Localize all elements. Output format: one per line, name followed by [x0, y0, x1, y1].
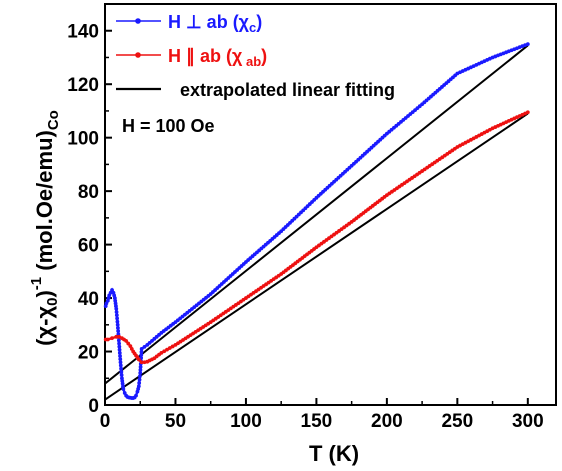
- y-tick-label: 20: [78, 343, 99, 364]
- data-point: [115, 322, 120, 327]
- fit-line-2: [104, 112, 529, 401]
- data-point: [105, 337, 110, 342]
- data-point: [139, 346, 144, 351]
- field-annotation: H = 100 Oe: [122, 116, 215, 136]
- legend-entry-fit: extrapolated linear fitting: [116, 80, 395, 100]
- data-point: [139, 360, 144, 365]
- plot-frame: [104, 3, 557, 406]
- data-point: [119, 366, 123, 371]
- data-point: [162, 349, 167, 354]
- y-tick-label: 60: [78, 236, 99, 257]
- x-tick-label: 0: [100, 411, 111, 432]
- data-point: [138, 368, 143, 372]
- data-point: [119, 369, 124, 374]
- y-tick-label: 80: [78, 182, 99, 203]
- y-tick-label: 140: [67, 22, 99, 43]
- data-point: [525, 42, 530, 46]
- data-point: [110, 336, 114, 341]
- data-point: [138, 371, 143, 375]
- data-point: [121, 387, 126, 391]
- x-tick-label: 50: [165, 411, 186, 432]
- data-series: [103, 42, 530, 400]
- data-point: [124, 338, 129, 343]
- data-point: [114, 306, 119, 311]
- data-point: [117, 344, 122, 349]
- data-point: [126, 341, 131, 346]
- data-point: [114, 313, 119, 318]
- x-tick-label: 100: [230, 411, 262, 432]
- data-point: [116, 338, 121, 343]
- data-point: [137, 377, 142, 382]
- data-point: [525, 110, 530, 115]
- data-point: [118, 363, 123, 368]
- data-point: [137, 381, 142, 385]
- data-point: [116, 329, 121, 333]
- x-axis-title: T (K): [309, 441, 359, 466]
- data-point: [134, 393, 138, 398]
- series-2: [103, 110, 530, 365]
- data-point: [137, 374, 142, 379]
- data-point: [117, 350, 122, 355]
- x-tick-label: 300: [512, 411, 544, 432]
- data-point: [118, 360, 123, 365]
- data-point: [119, 373, 124, 377]
- x-tick-label: 250: [441, 411, 473, 432]
- data-point: [136, 357, 141, 362]
- data-point: [170, 344, 175, 349]
- data-point: [117, 334, 121, 339]
- data-point: [118, 357, 123, 362]
- data-point: [116, 326, 120, 330]
- tick-labels: 0 50 100 150 200 250 300 0 20 40 60 80 100 120 140: [67, 22, 543, 432]
- fit-lines: [104, 44, 529, 401]
- series-1: [103, 42, 530, 400]
- data-point: [142, 344, 147, 349]
- legend: H ⊥ ab (χc) H ∥ ab (χ ab) extrapolated l…: [116, 12, 395, 100]
- data-point: [117, 347, 122, 352]
- svg-text:H ∥ ab (χ ab): H ∥ ab (χ ab): [168, 46, 267, 69]
- data-point: [118, 354, 122, 358]
- x-tick-label: 150: [301, 411, 333, 432]
- series-line: [105, 111, 529, 364]
- data-point: [114, 334, 119, 339]
- y-axis-title: (χ-χ0)-1 (mol.Oe/emu)Co: [28, 110, 62, 346]
- data-point: [115, 316, 120, 321]
- axes: [104, 3, 557, 406]
- svg-text:H ⊥ ab (χc): H ⊥ ab (χc): [168, 12, 262, 35]
- data-point: [159, 350, 164, 355]
- data-point: [139, 352, 144, 357]
- data-point: [136, 384, 141, 389]
- legend-entry-chi-ab: H ∥ ab (χ ab): [116, 46, 267, 69]
- svg-text:(χ-χ0)-1 (mol.Oe/emu)Co: (χ-χ0)-1 (mol.Oe/emu)Co: [28, 110, 62, 346]
- fit-line-1: [104, 44, 529, 385]
- svg-text:extrapolated linear fitting: extrapolated linear fitting: [180, 80, 395, 100]
- data-point: [117, 341, 121, 346]
- legend-entry-chi-c: H ⊥ ab (χc): [116, 12, 262, 35]
- data-point: [165, 347, 169, 352]
- data-point: [139, 349, 144, 354]
- data-point: [142, 360, 147, 365]
- x-tick-label: 200: [371, 411, 403, 432]
- y-tick-label: 40: [78, 289, 99, 310]
- data-point: [138, 365, 143, 369]
- data-point: [115, 319, 120, 324]
- data-point: [167, 346, 172, 350]
- y-tick-label: 120: [67, 75, 99, 96]
- y-tick-label: 0: [88, 396, 99, 417]
- data-point: [114, 310, 119, 314]
- y-tick-label: 100: [67, 129, 99, 150]
